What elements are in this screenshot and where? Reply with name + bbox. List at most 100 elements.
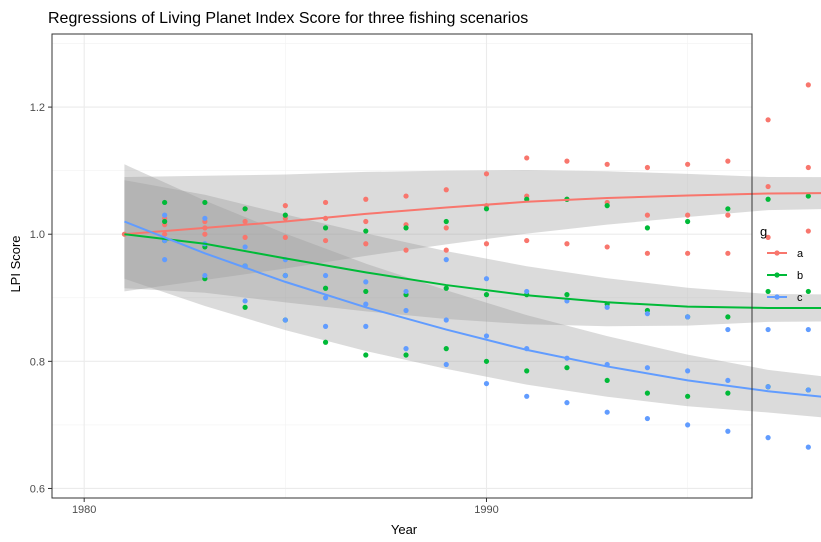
data-point-b (322, 225, 329, 231)
legend-label-b: b (797, 270, 803, 282)
data-point-a (322, 237, 329, 244)
confidence-band-b (124, 180, 821, 327)
data-point-b (685, 393, 691, 399)
data-point-c (805, 444, 811, 450)
data-point-c (282, 272, 288, 279)
data-point-b (162, 218, 168, 225)
data-point-c (403, 288, 409, 295)
data-point-c (443, 257, 449, 263)
data-point-a (685, 212, 691, 218)
data-point-b (564, 292, 570, 298)
data-point-c (805, 326, 811, 333)
data-point-b (725, 314, 731, 320)
data-point-c (765, 384, 771, 390)
data-point-b (483, 292, 490, 298)
data-point-b (685, 218, 691, 225)
legend-label-a: a (797, 248, 804, 260)
data-point-b (644, 390, 651, 396)
data-point-a (765, 183, 771, 190)
data-point-b (805, 288, 811, 295)
data-point-b (363, 352, 369, 358)
y-tick-label: 0.8 (30, 356, 45, 368)
data-point-a (162, 231, 168, 237)
data-point-c (765, 435, 771, 441)
data-point-a (765, 117, 771, 123)
data-point-a (443, 225, 449, 231)
data-point-c (805, 387, 811, 393)
data-point-c (443, 317, 449, 323)
data-point-c (242, 244, 248, 250)
data-point-c (403, 307, 409, 314)
data-point-a (443, 187, 449, 193)
data-point-a (524, 237, 530, 244)
data-point-b (363, 228, 369, 234)
legend-key-point-c (774, 294, 780, 300)
data-point-c (363, 279, 369, 285)
data-point-c (644, 415, 651, 422)
data-point-a (202, 231, 208, 237)
data-point-c (725, 428, 731, 434)
axis-ticks: 19801990200020100.60.81.01.2 (30, 102, 499, 516)
data-point-a (805, 228, 811, 234)
legend-key-point-a (774, 250, 780, 256)
chart-title: Regressions of Living Planet Index Score… (48, 10, 528, 27)
data-point-a (282, 203, 288, 209)
data-point-a (282, 234, 288, 240)
data-point-a (644, 212, 651, 218)
data-point-a (322, 199, 329, 206)
data-point-b (765, 196, 771, 202)
data-point-a (805, 164, 811, 171)
legend-label-c: c (797, 292, 803, 304)
data-point-b (403, 352, 409, 358)
data-point-b (322, 339, 329, 345)
data-point-c (725, 377, 731, 384)
data-point-b (363, 288, 369, 295)
data-point-b (604, 203, 610, 209)
data-point-b (524, 368, 530, 374)
data-point-a (765, 234, 771, 240)
data-point-a (725, 250, 731, 256)
data-point-c (765, 326, 771, 333)
confidence-band-c (124, 164, 821, 418)
data-point-a (604, 244, 610, 250)
data-point-c (363, 301, 369, 307)
data-point-c (564, 400, 570, 406)
data-point-c (483, 380, 490, 387)
data-point-a (403, 247, 409, 253)
data-point-c (604, 409, 610, 415)
y-tick-label: 1.0 (30, 229, 45, 241)
y-tick-label: 0.6 (30, 483, 45, 495)
data-point-c (162, 212, 168, 218)
data-point-c (483, 276, 490, 282)
data-point-b (725, 390, 731, 396)
data-point-c (483, 333, 490, 339)
data-point-b (443, 218, 449, 225)
data-point-a (483, 241, 490, 247)
x-axis-title: Year (391, 522, 418, 537)
data-point-a (685, 161, 691, 167)
data-point-c (685, 422, 691, 428)
data-point-b (524, 196, 530, 202)
data-point-c (202, 272, 208, 279)
data-point-c (604, 304, 610, 310)
data-point-c (202, 215, 208, 221)
y-tick-label: 1.2 (30, 102, 45, 114)
data-point-c (725, 326, 731, 333)
data-point-a (242, 234, 248, 240)
data-point-c (685, 368, 691, 374)
data-point-a (363, 241, 369, 247)
data-point-c (524, 288, 530, 295)
data-point-b (242, 206, 248, 212)
data-point-b (564, 365, 570, 371)
data-point-b (443, 285, 449, 291)
legend-title: g (760, 224, 767, 239)
data-point-a (564, 241, 570, 247)
trend-line-a (124, 192, 821, 236)
data-point-a (363, 196, 369, 202)
data-point-b (162, 199, 168, 206)
data-point-c (162, 257, 168, 263)
x-tick-label: 1980 (72, 504, 96, 516)
data-point-b (443, 346, 449, 352)
data-point-c (443, 361, 449, 368)
